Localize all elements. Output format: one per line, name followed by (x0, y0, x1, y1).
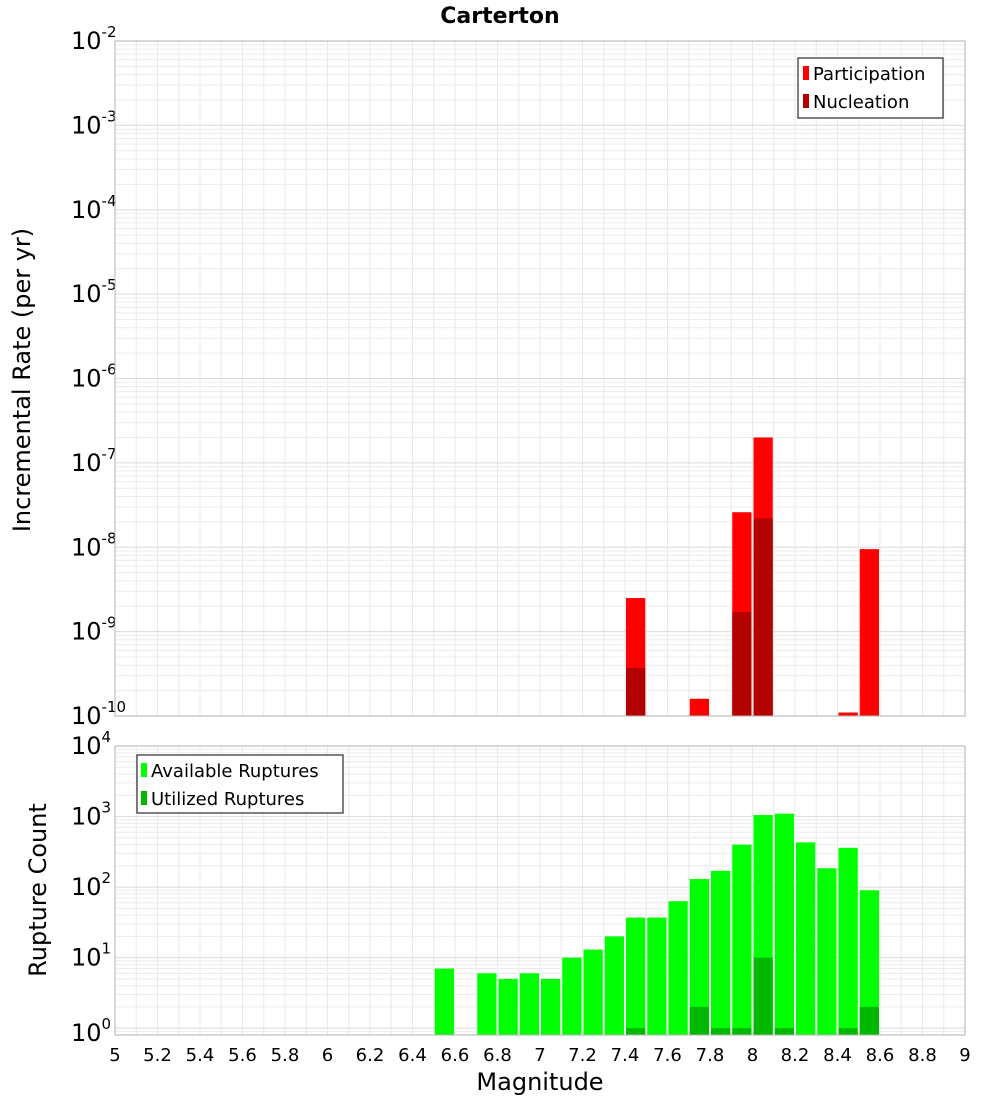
count-bar-utilized-ruptures (689, 1006, 709, 1035)
rate-bar-participation (859, 549, 879, 716)
rate-bars (626, 437, 879, 716)
count-y-tick-label: 104 (71, 728, 111, 760)
x-tick-label: 9 (959, 1045, 970, 1066)
count-bar-utilized-ruptures (774, 1028, 794, 1035)
count-bar-utilized-ruptures (859, 1006, 879, 1035)
count-bar-available-ruptures (519, 973, 539, 1035)
count-bar-available-ruptures (562, 957, 582, 1035)
x-tick-label: 7.4 (611, 1045, 640, 1066)
chart-title: Carterton (440, 4, 559, 29)
count-panel: 100 101 102 103 104 5 5.2 5.4 5.6 5.8 6 6.2 6.4 6.6 6… (24, 728, 971, 1096)
count-bar-utilized-ruptures (838, 1028, 858, 1035)
legend-swatch-nucleation (803, 94, 809, 108)
count-bar-available-ruptures (774, 813, 794, 1035)
count-bar-available-ruptures (626, 917, 646, 1035)
rate-legend-box (797, 57, 944, 119)
x-tick-label: 6.4 (398, 1045, 427, 1066)
count-bar-available-ruptures (689, 879, 709, 1035)
x-tick-label: 6.2 (356, 1045, 385, 1066)
x-tick-label: 5.6 (228, 1045, 257, 1066)
x-tick-label: 5.2 (143, 1045, 172, 1066)
x-tick-label: 7 (534, 1045, 545, 1066)
x-tick-label: 6 (322, 1045, 333, 1066)
x-tick-label: 5 (109, 1045, 120, 1066)
rate-y-tick-label: 10-9 (71, 614, 117, 646)
x-tick-label: 8 (747, 1045, 758, 1066)
legend-label-nucleation: Nucleation (813, 92, 909, 113)
legend-label-participation: Participation (813, 64, 925, 85)
rate-y-tick-label: 10-8 (71, 529, 117, 561)
count-bar-utilized-ruptures (732, 1028, 752, 1035)
rate-y-axis-label: Incremental Rate (per yr) (8, 228, 36, 532)
x-tick-label: 7.8 (696, 1045, 725, 1066)
count-legend: Available Ruptures Utilized Ruptures (136, 754, 344, 814)
legend-label-utilized: Utilized Ruptures (151, 789, 304, 810)
rate-y-tick-label: 10-7 (71, 445, 117, 477)
rate-bar-nucleation (732, 612, 752, 716)
x-tick-label: 7.2 (568, 1045, 597, 1066)
x-tick-label: 8.6 (866, 1045, 895, 1066)
count-bar-utilized-ruptures (711, 1028, 731, 1035)
count-bar-available-ruptures (668, 901, 688, 1035)
rate-y-tick-label: 10-2 (71, 23, 117, 55)
count-y-tick-label: 102 (71, 869, 111, 901)
legend-swatch-available (141, 763, 147, 777)
count-bar-available-ruptures (604, 936, 624, 1035)
count-bar-available-ruptures (732, 844, 752, 1035)
count-y-tick-label: 100 (71, 1015, 111, 1047)
rate-y-ticks: 10-10 10-9 10-8 10-7 10-6 10-5 10-4 10-3 10-2 (71, 23, 126, 730)
rate-bar-nucleation (753, 518, 773, 716)
rate-plot-frame (114, 40, 966, 717)
rate-bar-participation (838, 712, 858, 716)
rate-grid (115, 41, 965, 716)
rate-y-tick-label: 10-4 (71, 192, 117, 224)
count-bar-available-ruptures (817, 868, 837, 1035)
legend-swatch-utilized (141, 791, 147, 805)
count-bar-available-ruptures (477, 973, 497, 1035)
count-bar-available-ruptures (434, 968, 454, 1035)
rate-y-tick-label: 10-5 (71, 276, 117, 308)
x-axis-label: Magnitude (476, 1068, 603, 1096)
x-tick-label: 8.8 (908, 1045, 937, 1066)
x-tick-label: 5.4 (186, 1045, 215, 1066)
count-bar-available-ruptures (859, 890, 879, 1035)
count-bar-utilized-ruptures (626, 1028, 646, 1035)
rate-panel: 10-10 10-9 10-8 10-7 10-6 10-5 10-4 10-3 10-2 In… (8, 23, 966, 730)
count-bar-available-ruptures (583, 949, 603, 1035)
rate-legend: Participation Nucleation (797, 57, 944, 119)
legend-label-available: Available Ruptures (151, 761, 319, 782)
count-y-axis-label: Rupture Count (24, 803, 52, 977)
count-legend-box (136, 754, 344, 814)
x-tick-label: 6.8 (483, 1045, 512, 1066)
count-bar-available-ruptures (498, 978, 518, 1035)
x-tick-label: 8.4 (823, 1045, 852, 1066)
count-bar-available-ruptures (796, 842, 816, 1035)
x-ticks: 5 5.2 5.4 5.6 5.8 6 6.2 6.4 6.6 6.8 7 7.2 7.4 7.6 7.8 8… (109, 1045, 970, 1066)
rate-bar-participation (689, 698, 709, 716)
x-tick-label: 5.8 (271, 1045, 300, 1066)
count-bar-available-ruptures (647, 917, 667, 1035)
x-tick-label: 8.2 (781, 1045, 810, 1066)
count-bar-available-ruptures (711, 870, 731, 1035)
count-y-tick-label: 103 (71, 799, 111, 831)
count-bar-utilized-ruptures (753, 957, 773, 1035)
count-y-tick-label: 101 (71, 940, 111, 972)
legend-swatch-participation (803, 66, 809, 80)
rate-y-tick-label: 10-10 (71, 698, 126, 730)
x-tick-label: 6.6 (441, 1045, 470, 1066)
count-plot-frame (114, 745, 966, 1036)
x-tick-label: 7.6 (653, 1045, 682, 1066)
rate-bar-nucleation (626, 668, 646, 716)
count-bars (434, 813, 879, 1035)
count-bar-available-ruptures (838, 847, 858, 1035)
count-bar-available-ruptures (541, 978, 561, 1035)
rate-y-tick-label: 10-3 (71, 107, 117, 139)
rate-y-tick-label: 10-6 (71, 361, 117, 393)
count-y-ticks: 100 101 102 103 104 (71, 728, 111, 1047)
